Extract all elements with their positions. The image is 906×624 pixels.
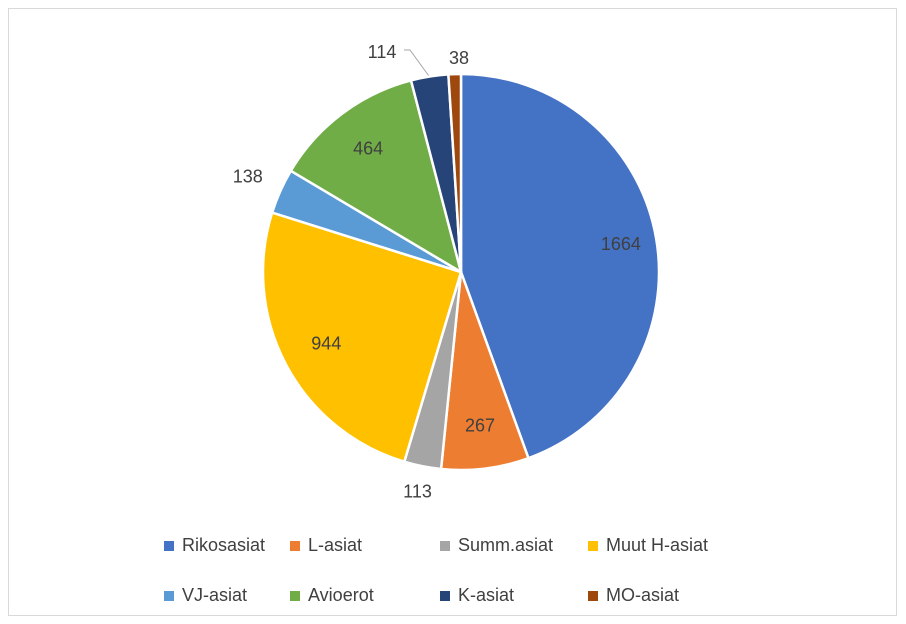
data-label-l-asiat: 267 [465,415,495,435]
legend: Rikosasiat L-asiat Summ.asiat Muut H-asiat V… [164,535,708,605]
slice-rikosasiat [459,72,661,460]
data-label-vj-asiat: 138 [233,167,263,187]
legend-label-muut-h-asiat: Muut H-asiat [606,535,708,555]
legend-swatch-vj-asiat [164,591,174,601]
legend-label-mo-asiat: MO-asiat [606,585,679,605]
legend-label-rikosasiat: Rikosasiat [182,535,265,555]
data-label-rikosasiat: 1664 [601,234,641,254]
legend-label-avioerot: Avioerot [308,585,374,605]
slice-avioerot [289,79,463,274]
slice-muut-h-asiat [261,211,463,463]
pie-slices [261,72,661,472]
legend-swatch-summ-asiat [440,541,450,551]
legend-swatch-k-asiat [440,591,450,601]
leader-lines [404,49,429,76]
data-label-k-asiat: 114 [368,42,397,62]
slice-mo-asiat [447,72,463,274]
data-label-summ-asiat: 113 [403,481,432,501]
legend-label-k-asiat: K-asiat [458,585,514,605]
leader-line-k-asiat [404,49,429,76]
legend-swatch-avioerot [290,591,300,601]
legend-label-l-asiat: L-asiat [308,535,362,555]
data-label-avioerot: 464 [353,139,383,159]
legend-swatch-l-asiat [290,541,300,551]
legend-swatch-rikosasiat [164,541,174,551]
data-labels: 1664 267 113 944 138 464 114 38 [233,42,641,501]
legend-label-vj-asiat: VJ-asiat [182,585,247,605]
legend-swatch-muut-h-asiat [588,541,598,551]
data-label-mo-asiat: 38 [449,48,469,68]
legend-swatch-mo-asiat [588,591,598,601]
legend-label-summ-asiat: Summ.asiat [458,535,553,555]
data-label-muut-h-asiat: 944 [311,333,341,353]
